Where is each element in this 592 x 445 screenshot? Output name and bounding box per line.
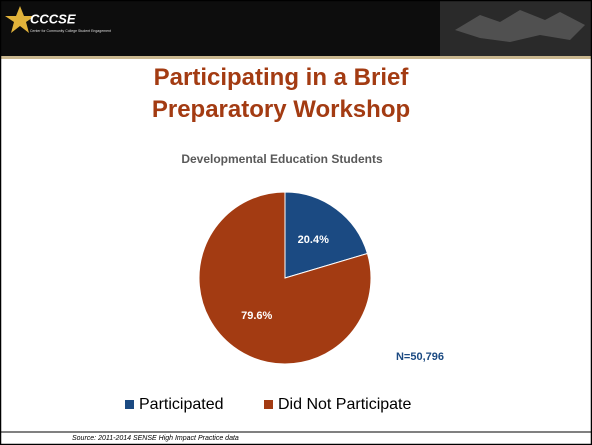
value-label: 79.6% bbox=[241, 310, 272, 322]
pie-slice bbox=[284, 191, 369, 279]
logo-star bbox=[5, 6, 35, 33]
legend-swatch bbox=[125, 400, 134, 409]
value-label: 20.4% bbox=[298, 234, 329, 246]
source: Source: 2011-2014 SENSE High Impact Prac… bbox=[72, 435, 239, 442]
legend-label: Did Not Participate bbox=[278, 396, 411, 413]
logo-text: CCCSE bbox=[30, 11, 76, 26]
map-shape bbox=[455, 10, 585, 42]
header-rule bbox=[0, 56, 592, 59]
pie-slice bbox=[198, 191, 372, 365]
logo-tagline: Center for Community College Student Eng… bbox=[30, 29, 111, 33]
annotation: N=50,796 bbox=[396, 351, 444, 363]
legend-label: Participated bbox=[139, 396, 224, 413]
legend-swatch bbox=[264, 400, 273, 409]
slide-title: Participating in a Brief Preparatory Wor… bbox=[151, 64, 411, 123]
chart-subtitle: Developmental Education Students bbox=[181, 152, 383, 166]
